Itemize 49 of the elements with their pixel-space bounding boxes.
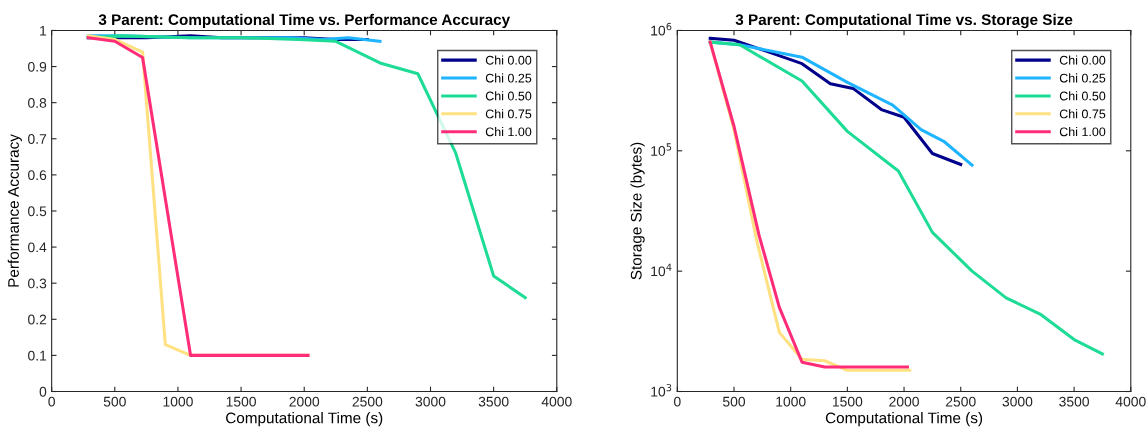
y-tick-label: 0.3 <box>28 278 47 289</box>
legend-label: Chi 1.00 <box>1059 127 1106 137</box>
x-tick-label: 1500 <box>832 396 863 407</box>
y-tick-label: 1 <box>40 25 47 36</box>
legend-label: Chi 0.75 <box>1059 109 1106 119</box>
y-tick-label: 0.9 <box>28 61 47 72</box>
y-tick-label: 0.5 <box>28 206 47 217</box>
y-tick-label: 0.6 <box>28 170 47 181</box>
x-tick-label: 2000 <box>289 396 320 407</box>
x-tick-label: 1500 <box>226 396 256 407</box>
x-axis-title: Computational Time (s) <box>825 412 983 427</box>
y-tick-label: 0.1 <box>28 350 47 361</box>
y-tick-label: 0.7 <box>28 134 47 144</box>
y-tick-label: 0.2 <box>28 314 47 325</box>
x-tick-label: 2000 <box>889 396 919 407</box>
legend-label: Chi 0.25 <box>485 73 532 83</box>
x-tick-label: 0 <box>674 396 681 407</box>
x-tick-label: 1000 <box>776 396 806 407</box>
x-tick-label: 4000 <box>1115 396 1146 407</box>
legend-label: Chi 0.50 <box>485 91 532 101</box>
y-tick-label: 10$^{5}$ <box>651 143 672 156</box>
y-tick-label: 10$^{3}$ <box>651 383 672 397</box>
y-tick-label: 0.8 <box>28 97 47 108</box>
legend-label: Chi 0.00 <box>485 55 532 65</box>
legend-label: Chi 0.00 <box>1059 55 1106 65</box>
x-tick-label: 3500 <box>1059 396 1089 407</box>
x-tick-label: 2500 <box>352 396 383 407</box>
legend-label: Chi 1.00 <box>485 127 532 137</box>
y-axis-title: Performance Accuracy <box>7 134 22 287</box>
legend-label: Chi 0.25 <box>1059 73 1106 83</box>
x-tick-label: 500 <box>722 396 746 407</box>
y-tick-label: 10$^{6}$ <box>651 22 672 36</box>
chart-title: 3 Parent: Computational Time vs. Storage Size <box>735 13 1073 29</box>
x-tick-label: 0 <box>48 396 55 407</box>
legend-label: Chi 0.50 <box>1059 91 1106 101</box>
x-tick-label: 3000 <box>415 396 446 407</box>
y-axis-title: Storage Size (bytes) <box>630 142 645 280</box>
x-tick-label: 1000 <box>163 396 193 407</box>
x-tick-label: 500 <box>103 396 126 407</box>
y-tick-label: 0.4 <box>28 242 47 253</box>
x-tick-label: 4000 <box>541 396 572 407</box>
y-tick-label: 10$^{4}$ <box>651 263 672 277</box>
legend-label: Chi 0.75 <box>485 109 532 119</box>
x-tick-label: 3000 <box>1002 396 1033 407</box>
y-tick-label: 0 <box>39 386 47 397</box>
x-axis-title: Computational Time (s) <box>226 412 383 427</box>
chart-title: 3 Parent: Computational Time vs. Performance Accuracy <box>98 13 511 29</box>
x-tick-label: 2500 <box>945 396 976 407</box>
x-tick-label: 3500 <box>478 396 509 407</box>
